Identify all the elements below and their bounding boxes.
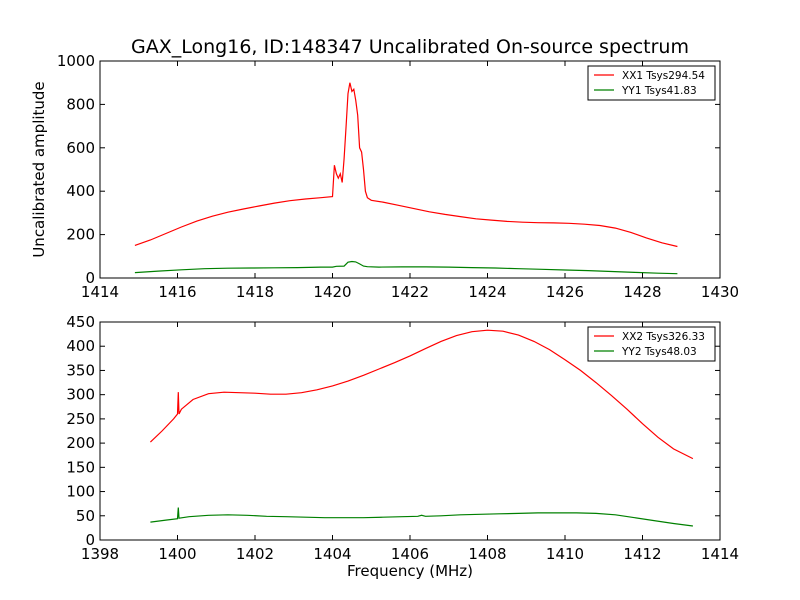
- x-tick-label: 1412: [623, 545, 661, 563]
- x-tick-label: 1418: [236, 283, 274, 301]
- x-tick-label: 1430: [701, 283, 739, 301]
- x-axis-label: Frequency (MHz): [347, 562, 473, 580]
- legend-entry: XX2 Tsys326.33: [622, 331, 705, 343]
- y-tick-label: 100: [66, 483, 95, 501]
- y-tick-label: 200: [66, 434, 95, 452]
- y-tick-label: 600: [66, 139, 95, 157]
- x-tick-label: 1426: [546, 283, 584, 301]
- x-tick-label: 1408: [468, 545, 506, 563]
- legend-entry: YY2 Tsys48.03: [621, 346, 697, 358]
- legend-entry: XX1 Tsys294.54: [622, 70, 705, 82]
- x-tick-label: 1420: [313, 283, 351, 301]
- y-tick-label: 1000: [57, 52, 95, 70]
- y-tick-label: 400: [66, 337, 95, 355]
- top-panel-xx1-yy1: 1414 1416 1418 1420 1422 1424 1426 1428 1430 0 200…: [30, 52, 739, 301]
- x-tick-label: 1422: [391, 283, 429, 301]
- bottom-panel-xx2-yy2: 1398 1400 1402 1404 1406 1408 1410 1412 1414 0 50 1…: [66, 313, 739, 580]
- y-tick-label: 800: [66, 95, 95, 113]
- x-tick-label: 1398: [81, 545, 119, 563]
- x-tick-label: 1416: [158, 283, 196, 301]
- y-tick-label: 250: [66, 410, 95, 428]
- y-tick-label: 0: [85, 269, 95, 287]
- x-tick-label: 1414: [701, 545, 739, 563]
- series-line-red-panel-1: [149, 329, 694, 460]
- x-tick-label: 1406: [391, 545, 429, 563]
- x-tick-label: 1424: [468, 283, 506, 301]
- y-tick-label: 150: [66, 458, 95, 476]
- series-line-green-panel-0: [134, 260, 678, 275]
- x-tick-label: 1410: [546, 545, 584, 563]
- legend-box: [587, 65, 716, 101]
- y-tick-label: 50: [76, 507, 95, 525]
- y-tick-label: 400: [66, 182, 95, 200]
- x-tick-label: 1402: [236, 545, 274, 563]
- legend-box: [587, 326, 716, 362]
- y-tick-label: 350: [66, 361, 95, 379]
- x-tick-label: 1400: [158, 545, 196, 563]
- x-tick-label: 1404: [313, 545, 351, 563]
- x-tick-label: 1428: [623, 283, 661, 301]
- series-line-green-panel-1: [150, 507, 693, 527]
- y-axis-label: Uncalibrated amplitude: [30, 81, 48, 257]
- y-tick-label: 450: [66, 313, 95, 331]
- series-line-red-panel-0: [134, 82, 678, 248]
- y-tick-label: 300: [66, 386, 95, 404]
- x-tick-label: 1414: [81, 283, 119, 301]
- y-tick-label: 200: [66, 226, 95, 244]
- y-tick-label: 0: [85, 531, 95, 549]
- figure-title: GAX_Long16, ID:148347 Uncalibrated On-so…: [131, 36, 689, 58]
- legend-entry: YY1 Tsys41.83: [621, 85, 697, 97]
